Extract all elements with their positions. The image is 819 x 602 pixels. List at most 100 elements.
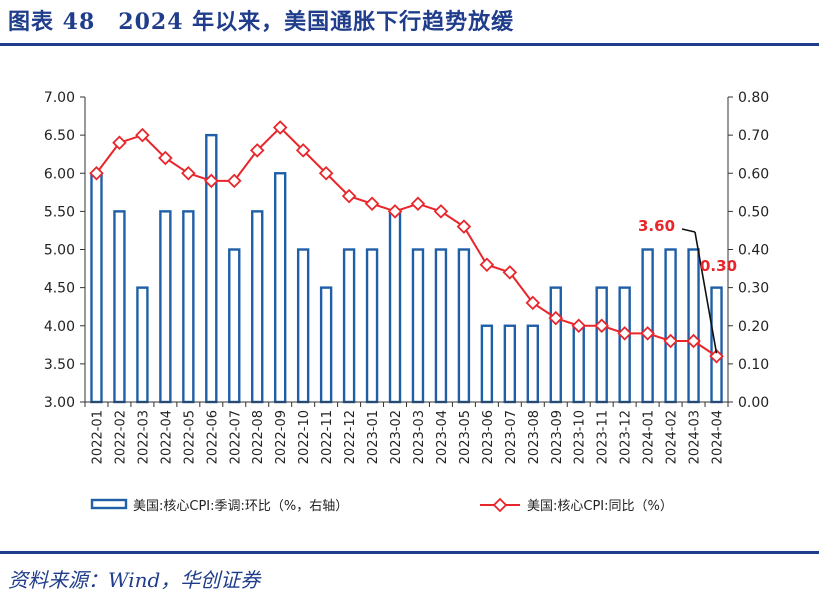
bar xyxy=(136,286,149,404)
line-point xyxy=(502,265,518,280)
x-tick-label: 2023-01 xyxy=(366,410,381,464)
line-point xyxy=(181,165,196,181)
y-right-tick-label: 0.60 xyxy=(738,166,769,182)
annotation-label: 0.30 xyxy=(700,257,737,275)
line-point xyxy=(433,204,449,219)
line-point xyxy=(295,143,311,158)
legend: 美国:核心CPI:季调:环比（%，右轴） 美国:核心CPI:同比（%） xyxy=(90,497,673,514)
axes: 3.00 3.50 4.00 4.50 5.00 5.50 6.00 6.50 7.00 0.00… xyxy=(44,90,769,464)
bar xyxy=(159,210,172,404)
x-tick-label: 2022-12 xyxy=(343,410,358,464)
x-tick-label: 2022-05 xyxy=(182,410,197,464)
line-point xyxy=(548,310,564,326)
line-point xyxy=(135,127,150,143)
line-point xyxy=(249,143,265,158)
line-point xyxy=(226,173,242,189)
x-tick-label: 2024-03 xyxy=(688,410,703,464)
y-left-tick-label: 3.00 xyxy=(44,395,75,411)
y-left-tick-label: 6.00 xyxy=(44,166,75,182)
x-tick-label: 2022-04 xyxy=(159,410,174,464)
x-tick-label: 2023-11 xyxy=(596,410,611,464)
x-tick-label: 2022-09 xyxy=(274,410,289,464)
bar xyxy=(411,248,425,404)
title-divider xyxy=(0,43,819,46)
x-tick-label: 2022-01 xyxy=(90,410,105,464)
bar xyxy=(296,248,310,404)
line-point xyxy=(525,295,541,311)
line-series xyxy=(89,120,724,364)
x-tick-label: 2023-07 xyxy=(504,410,519,464)
x-tick-label: 2022-10 xyxy=(297,410,312,464)
y-left-tick-label: 3.50 xyxy=(44,357,75,373)
bar-series xyxy=(90,133,723,404)
bar xyxy=(457,248,471,404)
x-tick-label: 2022-07 xyxy=(228,410,243,464)
line-point xyxy=(479,257,495,273)
y-left-tick-label: 7.00 xyxy=(44,90,75,106)
annotations: 3.60 0.30 xyxy=(638,217,737,354)
line-point xyxy=(617,326,632,341)
line-point xyxy=(272,120,288,135)
bar xyxy=(90,172,103,404)
y-right-tick-label: 0.10 xyxy=(738,357,769,373)
line-point xyxy=(158,150,173,166)
bar xyxy=(273,172,287,404)
line-point xyxy=(341,188,357,204)
y-left-tick-label: 5.00 xyxy=(44,243,75,259)
x-tick-label: 2023-04 xyxy=(435,410,450,464)
line-point xyxy=(594,318,609,334)
x-tick-label: 2023-03 xyxy=(412,410,427,464)
bar xyxy=(365,248,379,404)
line-point xyxy=(709,348,724,364)
annotation-leader xyxy=(694,231,718,354)
bar xyxy=(480,324,494,404)
bar xyxy=(434,248,448,404)
source-note: 资料来源：Wind，华创证券 xyxy=(8,568,261,592)
bar xyxy=(503,324,517,404)
line-point xyxy=(663,333,678,349)
bar xyxy=(641,248,654,404)
line-point xyxy=(387,204,403,219)
line-point xyxy=(112,135,127,151)
line-point xyxy=(571,318,587,334)
x-tick-label: 2024-01 xyxy=(642,410,657,464)
x-tick-label: 2024-02 xyxy=(665,410,680,464)
line-point xyxy=(410,196,426,212)
line-point xyxy=(89,165,104,181)
bar xyxy=(710,286,723,404)
bar xyxy=(228,248,241,404)
bar xyxy=(388,210,402,404)
bar xyxy=(572,324,585,404)
bar xyxy=(342,248,356,404)
bar xyxy=(618,286,631,404)
y-right-tick-label: 0.20 xyxy=(738,319,769,335)
y-left-tick-label: 6.50 xyxy=(44,128,75,144)
bar xyxy=(664,248,677,404)
x-tick-label: 2022-02 xyxy=(113,410,128,464)
x-tick-label: 2022-11 xyxy=(320,410,335,464)
footer-divider xyxy=(0,551,819,554)
line-point xyxy=(318,165,334,181)
y-left-tick-label: 4.50 xyxy=(44,281,75,297)
y-right-tick-label: 0.80 xyxy=(738,90,769,106)
legend-label: 美国:核心CPI:同比（%） xyxy=(527,499,673,514)
x-tick-label: 2023-06 xyxy=(481,410,496,464)
line-point xyxy=(204,173,219,189)
line-point xyxy=(686,333,701,349)
bar xyxy=(526,324,540,404)
annotation-leader xyxy=(681,228,696,233)
y-right-tick-label: 0.70 xyxy=(738,128,769,144)
x-tick-label: 2023-09 xyxy=(550,410,565,464)
y-right-tick-label: 0.30 xyxy=(738,281,769,297)
x-tick-label: 2023-02 xyxy=(389,410,404,464)
bar xyxy=(182,210,195,404)
y-right-tick-label: 0.40 xyxy=(738,243,769,259)
x-tick-label: 2023-08 xyxy=(527,410,542,464)
bar xyxy=(319,286,333,404)
x-tick-label: 2022-03 xyxy=(136,410,151,464)
y-right-tick-label: 0.50 xyxy=(738,204,769,220)
bar xyxy=(595,286,608,404)
annotation-label: 3.60 xyxy=(638,217,675,235)
y-left-tick-label: 4.00 xyxy=(44,319,75,335)
